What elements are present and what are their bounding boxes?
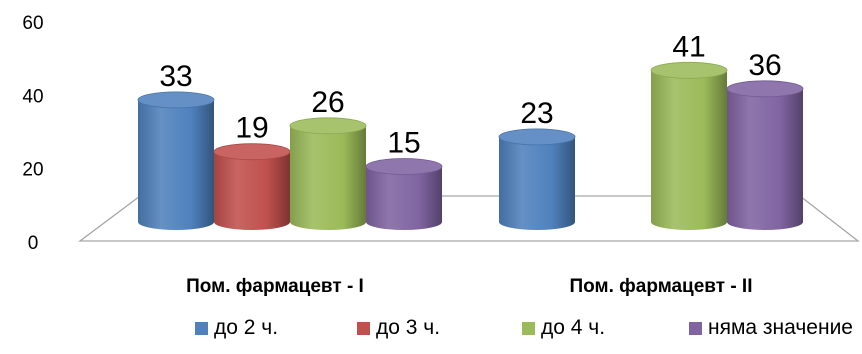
bar-body: [214, 151, 290, 230]
data-label: 15: [387, 127, 420, 160]
data-label: 26: [311, 86, 344, 119]
bar-top: [289, 117, 367, 135]
category-label: Пом. фармацевт - I: [186, 276, 364, 297]
legend-label: до 4 ч.: [541, 316, 606, 339]
bar-top: [213, 143, 291, 161]
legend-label: няма значение: [708, 316, 853, 339]
bar: [289, 117, 367, 230]
bar-top: [137, 91, 215, 109]
legend-label: до 2 ч.: [214, 316, 279, 339]
legend-label: до 3 ч.: [376, 316, 441, 339]
y-axis-ticks: 0 20 40 60: [22, 13, 43, 254]
bar: [726, 80, 804, 230]
bar-body: [651, 70, 727, 230]
bar: [498, 128, 576, 230]
bar-top: [498, 128, 576, 146]
y-tick-label: 0: [28, 233, 39, 254]
data-label: 41: [672, 30, 705, 63]
legend-item: до 2 ч.: [195, 316, 278, 340]
legend-swatch: [689, 321, 702, 335]
bar: [213, 143, 291, 230]
bar-top: [365, 158, 443, 175]
data-label: 36: [748, 49, 781, 82]
y-tick-label: 60: [22, 13, 43, 34]
bar-top: [726, 80, 804, 98]
data-label: 23: [520, 97, 553, 130]
legend-swatch: [522, 321, 535, 335]
bar: [137, 91, 215, 231]
legend-item: до 3 ч.: [357, 316, 440, 340]
y-tick-label: 20: [22, 160, 43, 181]
legend-item: няма значение: [689, 316, 853, 340]
legend-swatch: [195, 321, 208, 335]
y-tick-label: 40: [22, 86, 43, 107]
bar: [650, 61, 728, 230]
bar-body: [290, 125, 366, 230]
bar-body: [138, 99, 214, 231]
data-labels: 33 19 26 15 23 41 36: [159, 30, 781, 159]
data-label: 33: [159, 60, 192, 93]
category-label: Пом. фармацевт - II: [570, 276, 753, 297]
bar-body: [727, 88, 803, 230]
legend-item: до 4 ч.: [522, 316, 605, 340]
data-label: 19: [235, 112, 268, 145]
legend: до 2 ч. до 3 ч. до 4 ч. няма значение: [0, 316, 862, 346]
bars: [137, 61, 804, 231]
legend-swatch: [357, 321, 370, 335]
bar-top: [650, 61, 728, 79]
category-labels: Пом. фармацевт - I Пом. фармацевт - II: [186, 276, 752, 297]
bar: [365, 158, 443, 230]
bar-body: [366, 166, 442, 230]
bar-body: [499, 136, 575, 230]
